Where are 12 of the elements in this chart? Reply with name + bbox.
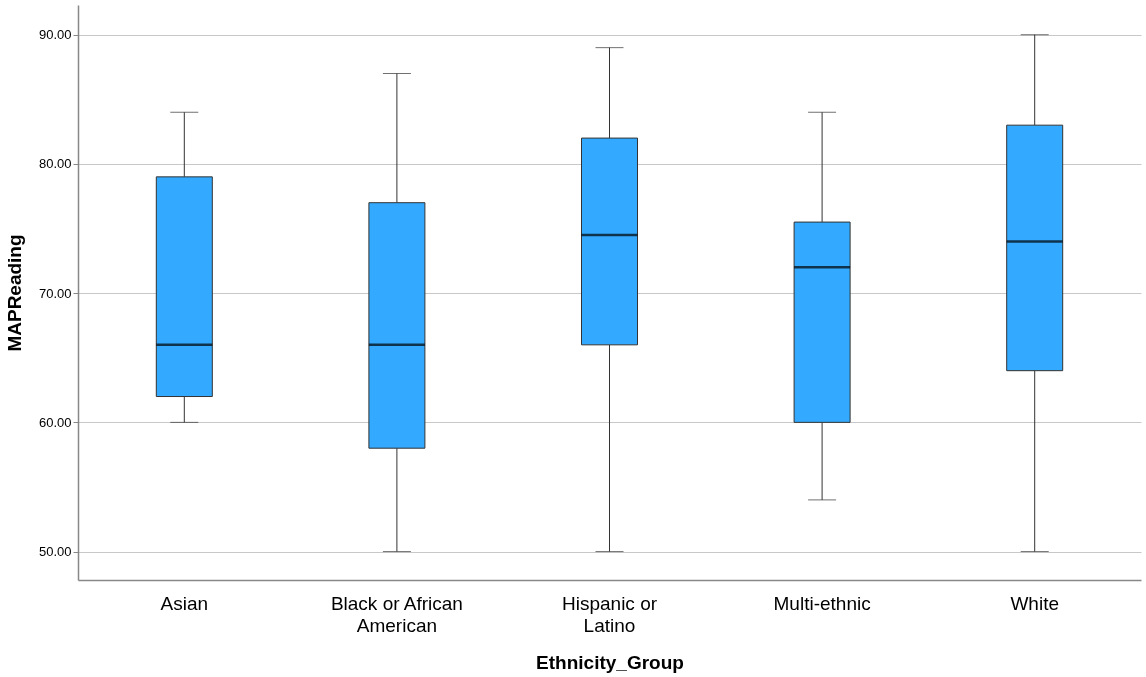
- y-axis-title: MAPReading: [3, 234, 25, 352]
- y-tick-label: 50.00: [38, 544, 72, 560]
- x-tick-label: Asian: [160, 592, 209, 614]
- y-tick-label: 60.00: [38, 414, 72, 430]
- x-tick-label: Hispanic or Latino: [561, 592, 658, 636]
- x-tick-label: Black or African American: [330, 592, 463, 636]
- y-tick-label: 90.00: [38, 27, 72, 43]
- y-tick-label: 70.00: [38, 285, 72, 301]
- x-axis-title: Ethnicity_Group: [536, 651, 684, 673]
- y-tick-label: 80.00: [38, 156, 72, 172]
- x-tick-label: White: [1010, 592, 1059, 614]
- x-tick-label: Multi-ethnic: [773, 592, 871, 614]
